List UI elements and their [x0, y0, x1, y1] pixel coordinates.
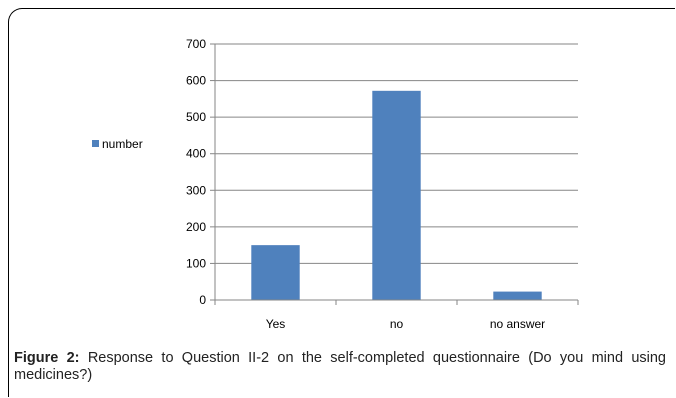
y-tick-label: 600: [186, 74, 206, 88]
y-tick-label: 700: [186, 37, 206, 51]
bars: [251, 90, 542, 300]
y-axis-ticks: 0 100 200 300 400 500 600 700: [186, 37, 215, 307]
legend: number: [92, 137, 143, 151]
figure-frame: [8, 8, 675, 397]
y-tick-label: 400: [186, 147, 206, 161]
y-tick-label: 200: [186, 220, 206, 234]
bar: [251, 245, 300, 300]
legend-label: number: [102, 137, 143, 151]
caption-text: Response to Question II-2 on the self-co…: [14, 350, 666, 383]
x-tick-label: Yes: [266, 317, 286, 331]
x-axis-labels: Yes no no answer: [266, 317, 545, 331]
axes: [214, 44, 579, 305]
y-tick-label: 100: [186, 256, 206, 270]
figure-caption: Figure 2: Response to Question II-2 on t…: [14, 350, 666, 384]
x-tick-label: no answer: [490, 317, 545, 331]
legend-swatch: [92, 140, 99, 147]
y-tick-label: 0: [199, 293, 206, 307]
y-tick-label: 500: [186, 110, 206, 124]
x-tick-label: no: [390, 317, 404, 331]
bar-chart: 0 100 200 300 400 500 600 700 Yes no no answer nu…: [92, 37, 579, 331]
caption-label: Figure 2:: [14, 350, 80, 366]
y-tick-label: 300: [186, 183, 206, 197]
bar: [493, 291, 542, 300]
bar: [372, 90, 421, 300]
